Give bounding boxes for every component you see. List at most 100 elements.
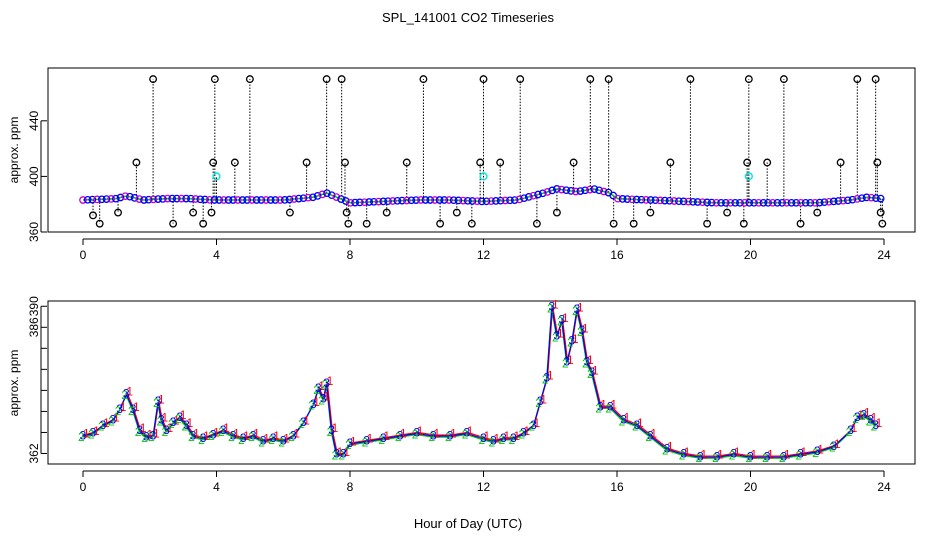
upper-trace-point	[614, 194, 622, 203]
lower-series-3-marker: 3	[564, 355, 571, 369]
lower-series-3-marker: 3	[680, 447, 687, 461]
upper-trace-point	[327, 191, 336, 200]
lower-series-3-marker: 3	[163, 423, 170, 437]
lower-series-2-marker: 2	[218, 425, 225, 439]
upper-trace-point	[867, 193, 876, 202]
lower-series-3-marker: 3	[730, 447, 737, 461]
upper-trace-point	[445, 196, 453, 204]
lower-series-1-marker: 1	[233, 426, 240, 440]
upper-trace-point	[126, 192, 134, 201]
upper-flag-point	[723, 208, 732, 217]
upper-trace-point	[111, 194, 120, 203]
upper-y-tick-label: 400	[27, 166, 41, 186]
upper-flag-point	[836, 158, 845, 167]
upper-trace-point	[304, 193, 313, 202]
lower-series-1-marker: 1	[514, 429, 521, 443]
upper-trace-point	[801, 198, 810, 207]
lower-series-2-marker: 2	[572, 304, 579, 318]
upper-trace-point	[524, 193, 533, 201]
lower-series-1-marker: 1	[153, 426, 160, 440]
lower-series-2-marker: 2	[478, 433, 485, 447]
upper-trace-point	[332, 193, 341, 201]
upper-trace-point	[595, 186, 603, 195]
upper-trace-point	[557, 185, 566, 194]
upper-trace-point	[262, 196, 270, 204]
upper-x-tick-label: 16	[610, 248, 624, 262]
lower-series-2-marker: 2	[345, 438, 352, 452]
upper-flag-point	[230, 158, 239, 167]
lower-series-2-marker: 2	[258, 435, 265, 449]
lower-x-tick-label: 16	[610, 480, 624, 494]
upper-trace-point	[309, 193, 317, 202]
lower-series-1-marker: 1	[161, 411, 168, 425]
upper-trace-point	[782, 198, 791, 207]
lower-series-1-marker: 1	[572, 332, 579, 346]
lower-series-3-marker: 3	[510, 431, 517, 445]
upper-trace-point	[177, 194, 186, 203]
lower-series-2-marker: 2	[322, 378, 329, 392]
upper-trace-point	[463, 196, 472, 205]
upper-trace-point	[797, 198, 805, 207]
upper-trace-point	[501, 196, 510, 205]
upper-trace-point	[815, 198, 824, 207]
lower-series-2-marker: 2	[445, 430, 452, 444]
lower-y-tick-label: 390	[27, 296, 41, 316]
upper-trace-point	[529, 191, 538, 200]
lower-x-tick-label: 20	[744, 480, 758, 494]
lower-series-3-marker: 3	[490, 434, 497, 448]
lower-series-1-marker: 1	[103, 416, 110, 430]
upper-flag-point	[703, 219, 712, 228]
lower-series-3-marker: 3	[320, 391, 327, 405]
upper-trace-point	[88, 195, 97, 204]
lower-series-2-marker: 2	[108, 414, 115, 428]
lower-series-3-marker: 3	[697, 449, 704, 463]
upper-trace-point	[872, 194, 880, 203]
upper-trace-point	[534, 190, 542, 199]
upper-trace-point	[121, 192, 130, 201]
lower-series-2-marker: 2	[871, 420, 878, 434]
lower-series-1-marker: 1	[834, 437, 841, 451]
upper-trace-point	[468, 197, 477, 205]
lower-y-axis-label: approx. ppm	[7, 350, 21, 417]
upper-trace-point	[365, 198, 374, 206]
upper-x-tick-label: 12	[477, 248, 491, 262]
lower-series-1-marker: 1	[243, 429, 250, 443]
lower-series-2-marker: 2	[679, 449, 686, 463]
lower-series-1-marker: 1	[801, 445, 808, 459]
upper-flag-point	[452, 208, 461, 217]
upper-trace-point	[759, 198, 768, 207]
lower-series-1-marker: 1	[524, 424, 531, 438]
upper-trace-point	[402, 196, 411, 205]
lower-series-2-marker: 2	[529, 420, 536, 434]
lower-series-3-marker: 3	[200, 431, 207, 445]
upper-trace-point	[510, 196, 519, 204]
lower-series-2-marker: 2	[567, 335, 574, 349]
upper-trace-point	[839, 196, 847, 205]
upper-flag-point	[686, 75, 695, 84]
upper-trace-point	[224, 196, 233, 204]
lower-series-2-marker: 2	[859, 409, 866, 423]
upper-flag-point	[89, 211, 97, 220]
lower-series-2-marker: 2	[605, 401, 612, 415]
upper-trace-point	[792, 198, 801, 207]
upper-flag-point	[341, 158, 349, 167]
lower-x-axis: 0 4 8 12 16 20 24	[80, 470, 891, 494]
upper-trace-point	[435, 196, 444, 204]
lower-series-3-marker: 3	[90, 426, 97, 440]
lower-series-2-marker: 2	[577, 325, 584, 339]
upper-flag-point	[209, 158, 218, 167]
upper-trace-point	[421, 196, 430, 204]
lower-series-2-marker: 2	[557, 314, 564, 328]
upper-trace-point	[107, 195, 116, 203]
lower-series-2-marker: 2	[168, 417, 175, 431]
lower-series-2-marker: 2	[156, 414, 163, 428]
upper-trace-point	[764, 198, 772, 207]
lower-series-3-marker: 3	[814, 444, 821, 458]
upper-trace-point	[276, 196, 284, 204]
lower-series-3-marker: 3	[574, 302, 581, 316]
upper-trace-point	[337, 195, 345, 203]
lower-series-3-marker: 3	[123, 386, 130, 400]
lower-series-3-marker: 3	[130, 402, 137, 416]
lower-series-3-marker: 3	[549, 299, 556, 313]
